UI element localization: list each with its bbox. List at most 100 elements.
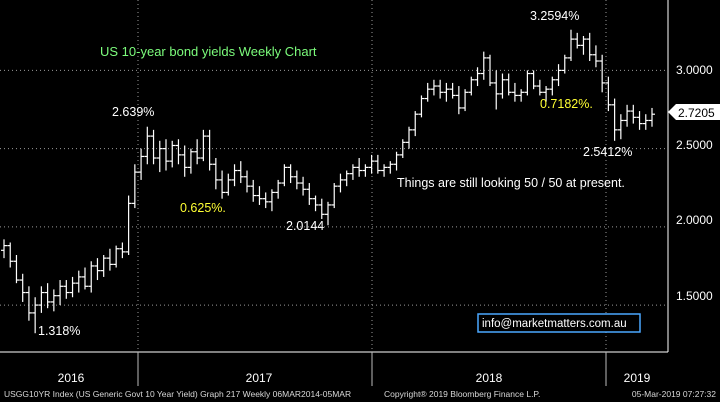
last-value-tag: 2.7205 [668, 104, 720, 120]
ohlc-bar [231, 164, 238, 187]
ohlc-bar [181, 145, 188, 177]
ohlc-bar [530, 70, 537, 90]
ohlc-bar [106, 248, 113, 271]
ohlc-bar [580, 35, 587, 55]
ohlc-bar [337, 173, 344, 193]
ohlc-bar [113, 245, 120, 268]
ohlc-bar [1, 239, 7, 259]
ohlc-bar [480, 51, 487, 80]
ohlc-bar [424, 82, 431, 102]
y-tick-label: 1.5000 [676, 289, 713, 303]
annotation-low-2016: 1.318% [38, 324, 80, 338]
ohlc-bar [356, 158, 363, 177]
ohlc-bar [642, 114, 649, 130]
ohlc-bar [163, 139, 169, 171]
ohlc-bar [275, 179, 282, 199]
x-tick-label: 2016 [58, 371, 85, 385]
ohlc-bar [406, 126, 412, 149]
ohlc-bar [368, 154, 375, 174]
ohlc-bar [100, 255, 107, 277]
ohlc-bar [19, 273, 26, 302]
ohlc-bar [150, 129, 157, 165]
ohlc-bar [25, 286, 32, 321]
ohlc-bar [44, 283, 51, 309]
ohlc-bar [455, 86, 462, 115]
ohlc-bar [374, 154, 381, 174]
ohlc-bar [555, 64, 562, 87]
annotation-comment: Things are still looking 50 / 50 at pres… [397, 176, 625, 190]
chart-title: US 10-year bond yields Weekly Chart [100, 44, 317, 59]
ohlc-bar [57, 280, 64, 306]
ohlc-bar [287, 164, 294, 184]
ohlc-bar [574, 32, 581, 49]
ohlc-bar [362, 164, 369, 177]
x-tick-label: 2018 [476, 371, 503, 385]
ohlc-bar [7, 242, 14, 268]
email-box: info@marketmatters.com.au [477, 313, 641, 333]
ohlc-bar [412, 111, 419, 137]
grid [0, 0, 668, 352]
ohlc-bar [443, 82, 450, 102]
ohlc-bar [156, 140, 163, 173]
ohlc-bar [331, 183, 338, 209]
ohlc-bar [543, 86, 550, 102]
ohlc-bar [381, 164, 388, 177]
ohlc-bar [219, 170, 226, 199]
ohlc-bar [325, 201, 331, 226]
annotation-peak-2016: 2.639% [112, 105, 154, 119]
ohlc-bar [349, 164, 356, 180]
ohlc-bar [462, 89, 469, 112]
annotation-low-2017: 2.0144 [286, 219, 324, 233]
ohlc-bar [300, 176, 307, 196]
ohlc-bar [281, 164, 288, 187]
ohlc-bar [250, 179, 257, 202]
ohlc-bar [418, 95, 425, 118]
ohlc-bar [306, 183, 313, 205]
ohlc-bar [617, 114, 624, 140]
ohlc-bar [82, 267, 88, 290]
annotation-retrace-2017: 0.625%. [180, 201, 226, 215]
ohlc-bar [468, 76, 475, 96]
footer-timestamp: 05-Mar-2019 07:27:32 [631, 389, 716, 399]
ohlc-bar [119, 242, 126, 259]
ohlc-bar [599, 54, 606, 93]
ohlc-bar [69, 276, 76, 298]
ohlc-bar [131, 164, 138, 209]
ohlc-bar [493, 70, 500, 110]
ohlc-bar [318, 198, 325, 220]
ohlc-bar [611, 98, 618, 141]
x-tick-label: 2017 [246, 371, 273, 385]
price-bars [1, 29, 655, 334]
ohlc-bar [499, 73, 506, 99]
ohlc-bar [169, 140, 176, 168]
ohlc-bar [194, 139, 201, 165]
ohlc-bar [624, 104, 631, 127]
y-tick-label: 3.0000 [676, 63, 713, 77]
y-tick-label: 2.5000 [676, 138, 713, 152]
ohlc-bar [256, 186, 263, 205]
ohlc-bar [487, 54, 493, 87]
ohlc-bar [636, 111, 643, 130]
ohlc-bar [312, 195, 319, 212]
ohlc-bar [75, 270, 82, 293]
ohlc-bar [206, 129, 213, 171]
ohlc-bar [387, 161, 394, 174]
y-tick-label: 2.0000 [676, 213, 713, 227]
ohlc-bar [399, 139, 406, 159]
ohlc-bar [561, 54, 568, 74]
ohlc-bar [268, 189, 275, 212]
ohlc-bar [549, 76, 556, 96]
x-tick-label: 2019 [624, 371, 651, 385]
annotation-low-2018: 2.5412% [583, 145, 632, 159]
ohlc-bar [592, 45, 599, 68]
ohlc-bar [32, 297, 39, 334]
ohlc-bar [393, 151, 400, 171]
ohlc-bar [568, 29, 574, 62]
footer-bar: USGG10YR Index (US Generic Govt 10 Year … [0, 386, 720, 402]
last-value-label: 2.7205 [678, 106, 715, 120]
ohlc-bar [212, 158, 219, 190]
ohlc-bar [605, 76, 612, 112]
ohlc-bar [187, 148, 194, 174]
ohlc-bar [138, 148, 145, 180]
ohlc-bar [225, 173, 232, 196]
